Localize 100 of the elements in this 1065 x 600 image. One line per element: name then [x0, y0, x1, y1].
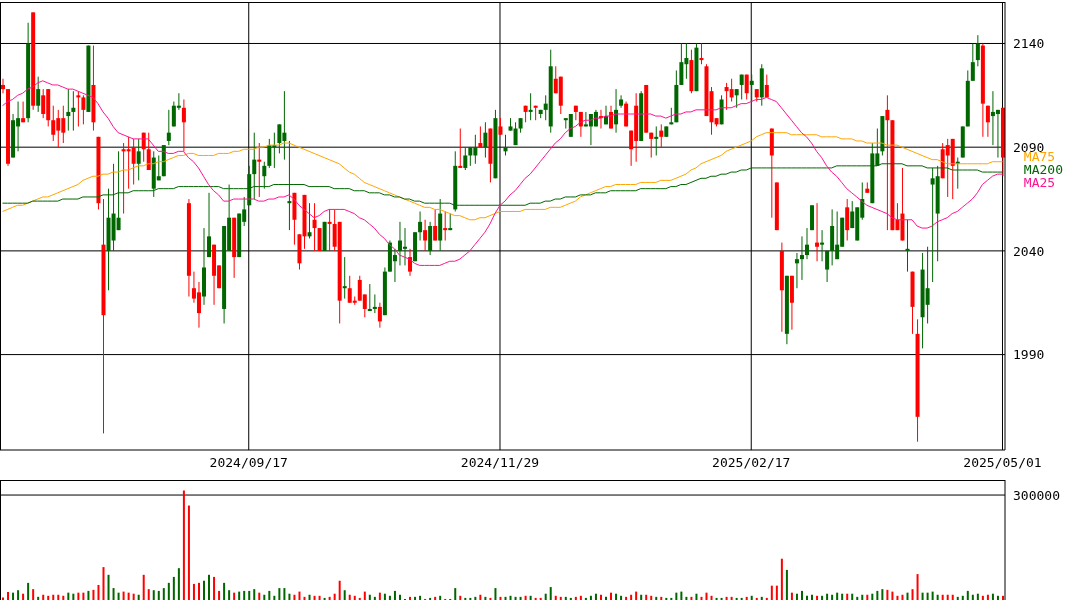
- bar: [494, 588, 497, 600]
- bar: [926, 592, 929, 600]
- bar: [303, 596, 306, 600]
- candlestick: [377, 302, 382, 329]
- candlestick: [468, 146, 473, 167]
- bar: [841, 593, 844, 600]
- bar: [770, 585, 773, 600]
- y-tick-label: 300000: [1013, 487, 1060, 503]
- bar: [584, 597, 587, 600]
- bar: [182, 490, 185, 600]
- candlestick: [985, 105, 990, 138]
- bar: [735, 597, 738, 600]
- bar: [22, 593, 25, 600]
- bar: [333, 593, 336, 600]
- candlestick: [925, 246, 930, 324]
- bar: [514, 596, 517, 600]
- bar: [17, 590, 20, 600]
- bar: [936, 594, 939, 600]
- bar: [398, 594, 401, 600]
- bar: [615, 593, 618, 600]
- candlestick: [181, 98, 186, 152]
- bar: [725, 596, 728, 600]
- candlestick: [885, 94, 890, 231]
- bar: [640, 594, 643, 600]
- bar: [760, 596, 763, 600]
- bar: [876, 590, 879, 600]
- bar: [720, 597, 723, 600]
- candlestick: [418, 210, 423, 242]
- bar: [208, 574, 211, 600]
- bar: [499, 596, 502, 600]
- bar: [911, 589, 914, 600]
- bar: [52, 594, 55, 600]
- bar: [223, 582, 226, 600]
- bar: [213, 576, 216, 600]
- series-label: MA25: [1023, 175, 1057, 190]
- candlestick: [267, 138, 272, 169]
- bar: [740, 597, 743, 600]
- y-tick-label: 1990: [1013, 347, 1045, 363]
- bar: [177, 568, 180, 600]
- bar: [594, 593, 597, 600]
- candlestick: [408, 248, 413, 277]
- bar: [655, 596, 658, 600]
- candlestick: [81, 94, 86, 125]
- bar: [328, 596, 331, 600]
- bar: [429, 597, 432, 600]
- bar: [579, 595, 582, 600]
- candlestick: [815, 202, 820, 262]
- bar: [77, 592, 80, 600]
- bar: [348, 594, 351, 600]
- bar: [323, 597, 326, 600]
- bar: [343, 590, 346, 600]
- bar: [263, 594, 266, 600]
- bar: [986, 594, 989, 600]
- bar: [745, 596, 748, 600]
- bar: [509, 595, 512, 600]
- bar: [434, 596, 437, 600]
- bar: [559, 596, 562, 600]
- bar: [484, 596, 487, 600]
- bar: [851, 593, 854, 600]
- candlestick: [136, 138, 141, 181]
- bar: [142, 574, 145, 600]
- bar: [32, 589, 35, 600]
- candlestick: [749, 74, 754, 103]
- bar: [378, 592, 381, 600]
- bar: [534, 597, 537, 600]
- bar: [479, 594, 482, 600]
- bar: [921, 592, 924, 600]
- candlestick: [312, 202, 317, 252]
- bar: [122, 591, 125, 600]
- bar: [192, 583, 195, 600]
- candlestick: [649, 132, 654, 159]
- candlestick: [503, 134, 508, 156]
- bar: [253, 589, 256, 600]
- bar: [660, 596, 663, 600]
- bar: [966, 590, 969, 600]
- bar: [896, 595, 899, 600]
- bar: [846, 593, 849, 600]
- bar: [107, 574, 110, 600]
- x-tick-label: 2024/09/17: [209, 455, 288, 471]
- candlestick: [277, 123, 282, 154]
- candlestick: [458, 128, 463, 169]
- bar: [816, 595, 819, 600]
- bar: [42, 594, 45, 600]
- bar: [564, 596, 567, 600]
- bar: [248, 590, 251, 600]
- bar: [700, 596, 703, 600]
- bar: [218, 590, 221, 600]
- bar: [97, 584, 100, 600]
- candlestick: [739, 74, 744, 100]
- bar: [705, 592, 708, 600]
- bar: [549, 587, 552, 600]
- bar: [795, 593, 798, 600]
- candlestick: [307, 202, 312, 239]
- candlestick: [573, 105, 578, 121]
- bar: [765, 597, 768, 600]
- bar: [620, 595, 623, 600]
- bar: [393, 590, 396, 600]
- y-tick-label: 2040: [1013, 243, 1045, 259]
- bar: [991, 593, 994, 600]
- bar: [610, 592, 613, 600]
